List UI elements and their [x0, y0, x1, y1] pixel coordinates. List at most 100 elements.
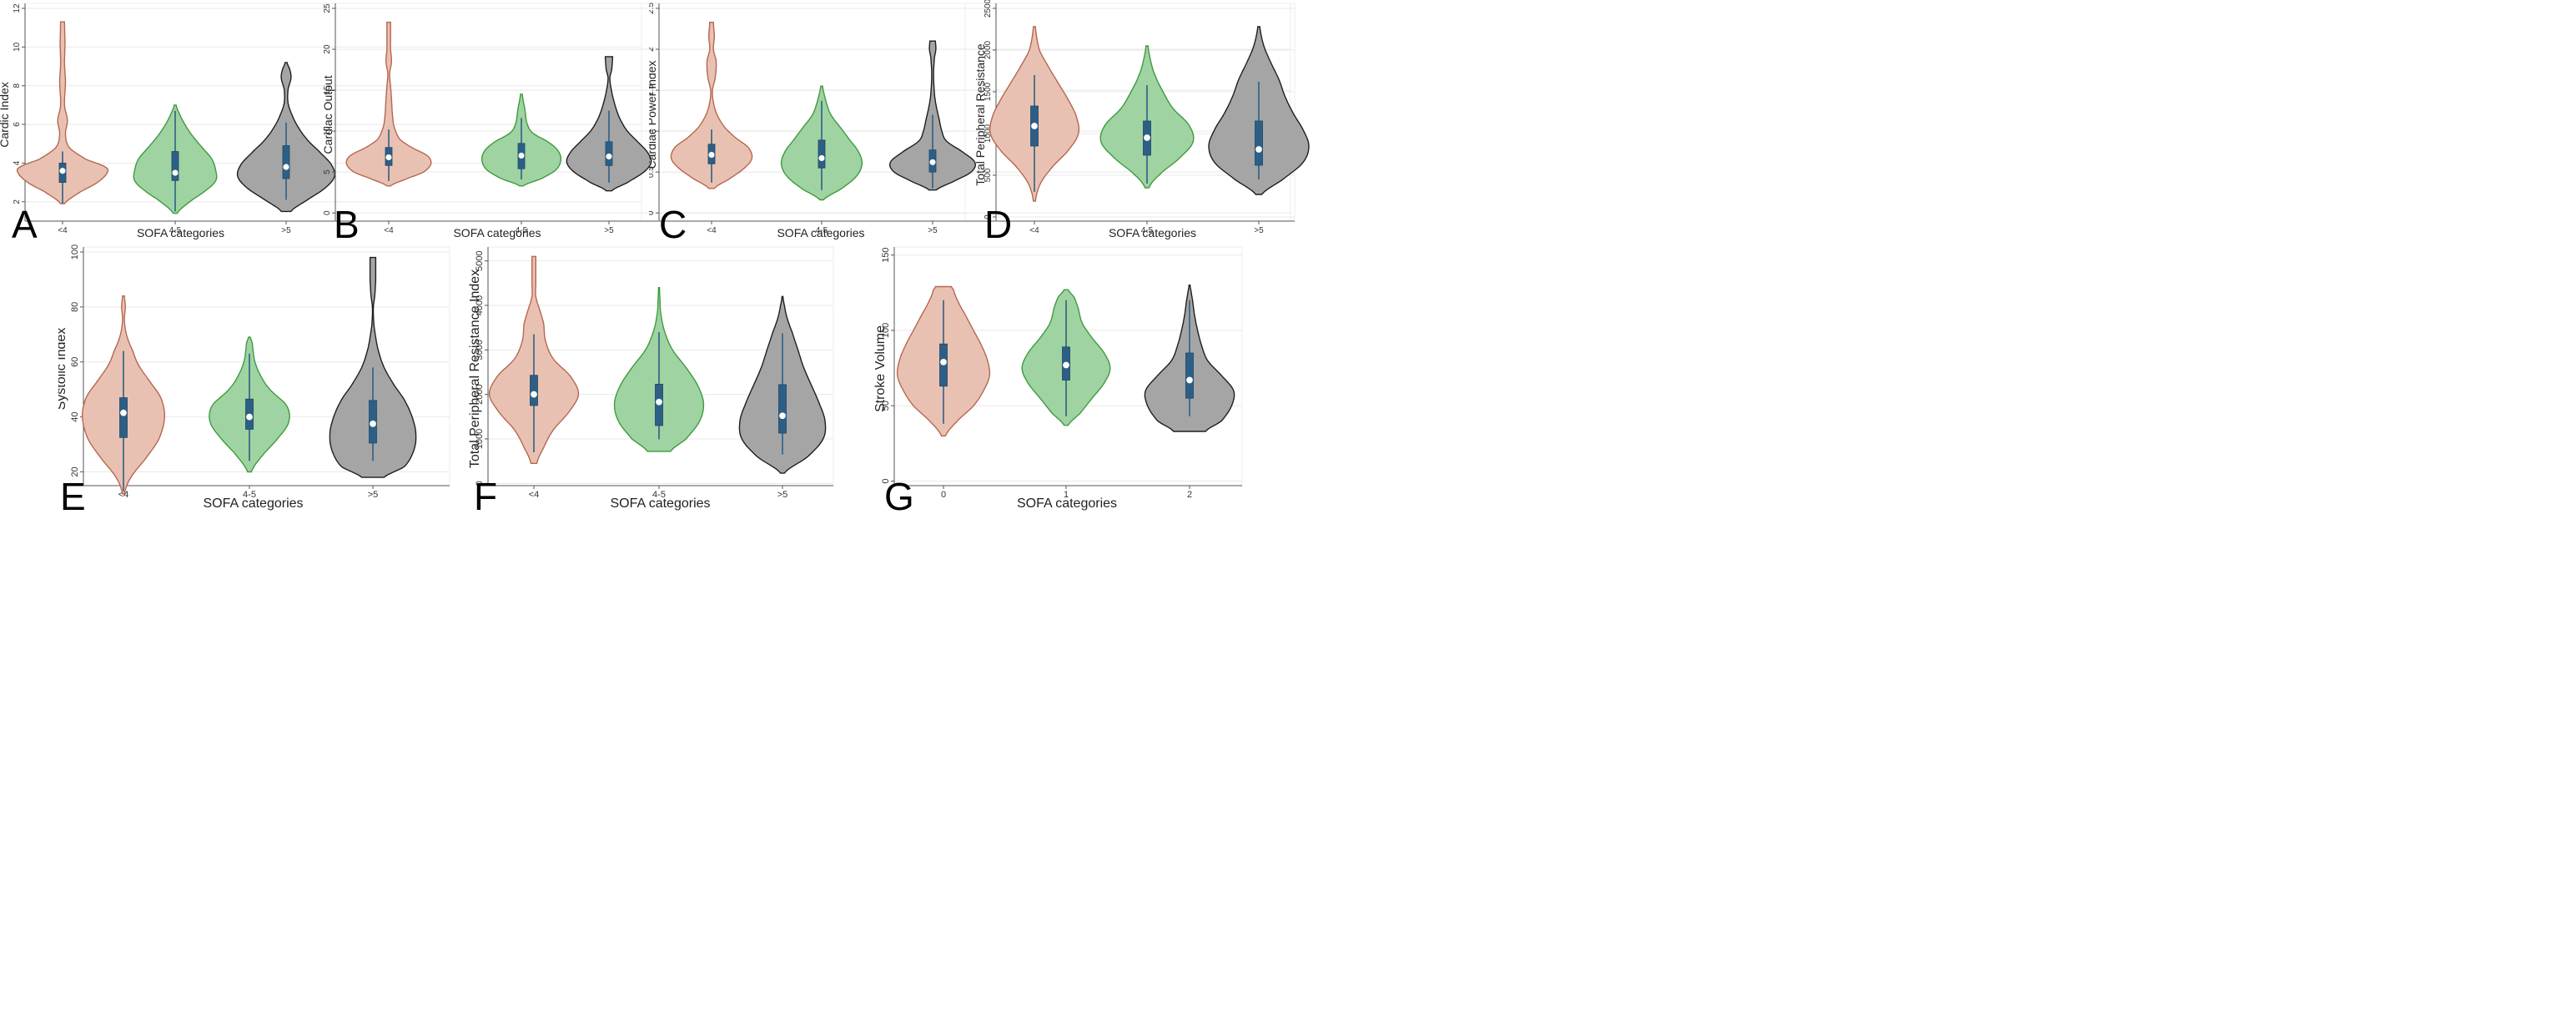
y-axis-label-b: Cardiac Output	[324, 75, 335, 154]
panel-a: 2 4 6 8 10 12 <4 4-5 >5 SOFA categories Cardic Ind…	[0, 0, 642, 246]
ytick-label-c-1: 0.5	[649, 166, 656, 178]
median-dot-c-2	[929, 159, 936, 165]
xtick-label-e-0: <4	[118, 490, 129, 500]
xtick-label-e-2: >5	[368, 490, 379, 500]
xtick-label-c-0: <4	[707, 226, 717, 235]
panel-e: 20 40 60 80 100 <4 4-5 >5 SOFA categories Systoli…	[58, 244, 859, 516]
median-dot-e-0	[120, 409, 127, 416]
xtick-label-e-1: 4-5	[243, 490, 256, 500]
violin-a-0	[16, 21, 109, 204]
xtick-label-f-0: <4	[529, 490, 540, 500]
xtick-label-a-2: >5	[281, 226, 291, 235]
ytick-label-e-4: 100	[70, 244, 80, 260]
xtick-label-b-2: >5	[604, 226, 614, 235]
xtick-label-f-2: >5	[777, 490, 788, 500]
ytick-label-f-3: 3000	[475, 340, 485, 360]
panel-g: 0 50 100 150 0 1 2 SOFA categories Stroke Volume…	[859, 244, 1660, 516]
iqr-box-e-0	[119, 397, 128, 438]
xtick-label-d-2: >5	[1254, 226, 1264, 235]
median-dot-b-2	[606, 153, 612, 160]
ytick-label-c-5: 2.5	[649, 3, 656, 14]
median-dot-f-1	[656, 398, 662, 406]
y-axis-label-d: Total Peripheral Resistance	[974, 43, 987, 186]
violin-chart-d: 0 500 1000 1500 2000 2500 <4 4-5 >5 SOFA categori…	[974, 0, 1310, 239]
median-dot-g-1	[1063, 361, 1069, 369]
ytick-label-b-1: 5	[324, 169, 332, 174]
median-dot-b-1	[518, 152, 525, 159]
median-dot-d-1	[1144, 134, 1150, 141]
x-axis-label-g: SOFA categories	[1017, 496, 1117, 511]
median-dot-a-0	[59, 168, 66, 174]
ytick-label-g-3: 150	[881, 247, 891, 262]
ytick-label-d-4: 2000	[984, 40, 993, 59]
ytick-label-c-2: 1	[649, 129, 656, 134]
y-axis-label-g: Stroke Volume	[873, 325, 888, 412]
xtick-label-g-2: 2	[1187, 490, 1192, 500]
xtick-label-a-0: <4	[58, 226, 68, 235]
x-axis-label-f: SOFA categories	[610, 496, 710, 511]
ytick-label-g-2: 100	[881, 323, 891, 338]
panel-b: 0 5 10 15 20 25 <4 4-5 >5 SOFA categories Cardiac …	[324, 0, 966, 246]
ytick-label-f-1: 1000	[475, 429, 485, 449]
ytick-label-a-3: 8	[13, 83, 22, 88]
ytick-label-d-3: 1500	[984, 82, 993, 101]
ytick-label-g-1: 50	[881, 401, 891, 411]
ytick-label-a-0: 2	[13, 199, 22, 204]
iqr-box-a-1	[171, 151, 179, 181]
ytick-label-b-5: 25	[324, 3, 332, 13]
panel-f: 0 1000 2000 3000 4000 5000 <4 4-5 >5 SOFA categor…	[450, 244, 1251, 516]
ytick-label-a-5: 12	[13, 3, 22, 13]
ytick-label-c-0: 0	[649, 210, 656, 215]
x-axis-label-d: SOFA categories	[1109, 226, 1196, 239]
xtick-label-b-0: <4	[384, 226, 394, 235]
panel-letter-a: A	[12, 203, 38, 246]
ytick-label-f-5: 5000	[475, 250, 485, 270]
violin-chart-a: 2 4 6 8 10 12 <4 4-5 >5 SOFA categories Cardic Ind…	[0, 3, 642, 239]
panel-letter-b: B	[334, 203, 360, 246]
iqr-box-a-2	[282, 145, 290, 179]
iqr-box-d-2	[1255, 120, 1263, 166]
iqr-box-g-2	[1185, 352, 1194, 399]
ytick-label-b-3: 15	[324, 85, 332, 95]
violin-c-0	[670, 22, 753, 189]
panel-letter-g: G	[884, 475, 914, 518]
violin-b-0	[345, 22, 432, 187]
panel-d: 0 500 1000 1500 2000 2500 <4 4-5 >5 SOFA categori…	[974, 0, 1617, 244]
median-dot-g-2	[1186, 376, 1193, 384]
ytick-label-c-3: 1.5	[649, 84, 656, 96]
ytick-label-g-0: 0	[881, 479, 891, 484]
ytick-label-d-5: 2500	[984, 0, 993, 18]
median-dot-d-2	[1255, 146, 1262, 153]
y-axis-label-f: Total Peripheral Resistance Index	[468, 270, 482, 468]
median-dot-f-2	[779, 412, 786, 420]
xtick-label-g-1: 1	[1064, 490, 1069, 500]
ytick-label-e-0: 20	[70, 466, 80, 476]
xtick-label-f-1: 4-5	[652, 490, 666, 500]
median-dot-g-0	[940, 358, 947, 365]
ytick-label-d-1: 500	[984, 168, 993, 182]
median-dot-e-1	[246, 413, 253, 421]
violin-e-2	[329, 256, 417, 478]
iqr-box-f-2	[778, 384, 787, 434]
ytick-label-a-2: 6	[13, 122, 22, 127]
iqr-box-f-0	[530, 375, 538, 406]
xtick-label-g-0: 0	[941, 490, 946, 500]
panel-letter-f: F	[474, 475, 498, 518]
ytick-label-e-3: 80	[70, 302, 80, 312]
violin-chart-f: 0 1000 2000 3000 4000 5000 <4 4-5 >5 SOFA categor…	[468, 246, 834, 511]
ytick-label-e-1: 40	[70, 412, 80, 422]
ytick-label-a-1: 4	[13, 160, 22, 165]
ytick-label-b-0: 0	[324, 210, 332, 215]
x-axis-label-c: SOFA categories	[777, 226, 864, 239]
median-dot-d-0	[1031, 123, 1038, 129]
xtick-label-b-1: 4-5	[516, 226, 528, 235]
violin-chart-c: 0 0.5 1 1.5 2 2.5 <4 4-5 >5 SOFA categories Cardia…	[649, 3, 1291, 239]
ytick-label-f-4: 4000	[475, 295, 485, 315]
median-dot-a-2	[283, 164, 289, 170]
y-axis-label-a: Cardic Index	[0, 82, 11, 148]
panel-letter-e: E	[60, 475, 86, 518]
median-dot-c-0	[708, 151, 715, 159]
iqr-box-c-1	[818, 139, 826, 169]
ytick-label-e-2: 60	[70, 357, 80, 367]
